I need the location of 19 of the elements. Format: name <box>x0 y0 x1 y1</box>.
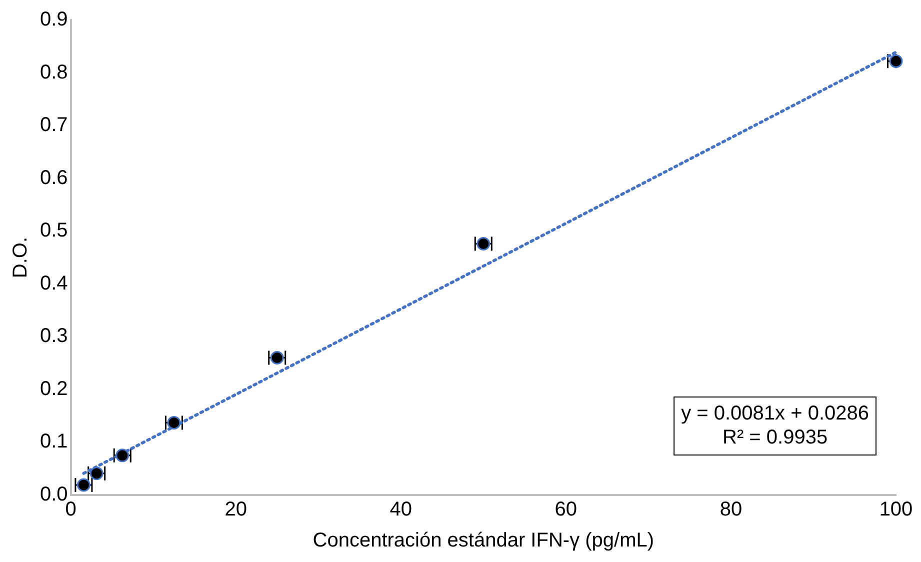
y-tick-label: 0.8 <box>40 61 68 84</box>
y-tick-label: 0.6 <box>40 166 68 189</box>
x-tick-label: 20 <box>224 498 247 521</box>
annotation: R² = 0.9935 <box>722 426 828 449</box>
y-axis-title: D.O. <box>10 236 32 278</box>
x-tick-label: 60 <box>554 498 578 521</box>
y-tick-label: 0.7 <box>40 114 68 136</box>
y-tick-label: 0.1 <box>40 430 68 453</box>
x-tick-label: 100 <box>879 498 913 521</box>
y-tick-label: 0.5 <box>40 220 68 242</box>
x-axis-title: Concentración estándar IFN-γ (pg/mL) <box>312 530 654 552</box>
y-tick-label: 0.9 <box>40 8 68 31</box>
y-tick-label: 0.2 <box>40 378 68 400</box>
annotation: y = 0.0081x + 0.0286 <box>681 402 870 425</box>
y-tick-label: 0.4 <box>40 272 68 294</box>
x-tick-label: 40 <box>390 498 412 521</box>
y-tick-label: 0.3 <box>40 325 68 348</box>
x-tick-label: 80 <box>720 498 742 521</box>
x-tick-label: 0 <box>65 498 76 521</box>
